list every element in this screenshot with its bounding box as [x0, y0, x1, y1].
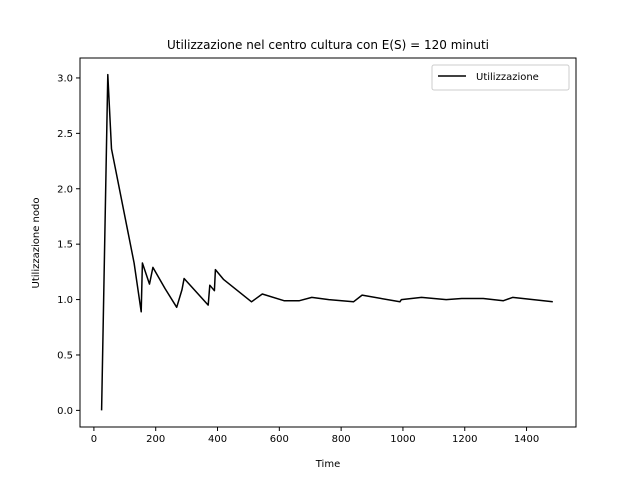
x-axis-label: Time [315, 459, 340, 470]
legend: Utilizzazione [431, 64, 570, 91]
y-tick-label: 0.5 [57, 350, 73, 361]
x-tick-label: 1400 [514, 434, 539, 445]
x-tick-label: 200 [146, 434, 165, 445]
axis-ticks: 0 200 400 600 800 1000 1200 1400 0.0 0.5 1.0 1.5 2.0… [57, 73, 539, 445]
y-tick-label: 2.5 [57, 129, 73, 140]
y-tick-label: 2.0 [57, 184, 73, 195]
legend-label: Utilizzazione [476, 72, 539, 83]
plot-frame [79, 57, 577, 428]
y-tick-label: 1.5 [57, 240, 73, 251]
series-line-utilizzazione [100, 73, 553, 411]
x-tick-label: 400 [208, 434, 227, 445]
y-tick-label: 0.0 [57, 406, 73, 417]
y-tick-label: 3.0 [57, 73, 73, 84]
x-tick-label: 1000 [390, 434, 415, 445]
x-tick-label: 0 [91, 434, 97, 445]
x-tick-label: 600 [270, 434, 289, 445]
series-group [100, 73, 553, 411]
chart-title: Utilizzazione nel centro cultura con E(S… [167, 38, 489, 52]
legend-box [431, 64, 570, 91]
y-axis-label: Utilizzazione nodo [31, 198, 42, 289]
y-tick-label: 1.0 [57, 295, 73, 306]
x-tick-label: 800 [332, 434, 351, 445]
x-tick-label: 1200 [452, 434, 477, 445]
